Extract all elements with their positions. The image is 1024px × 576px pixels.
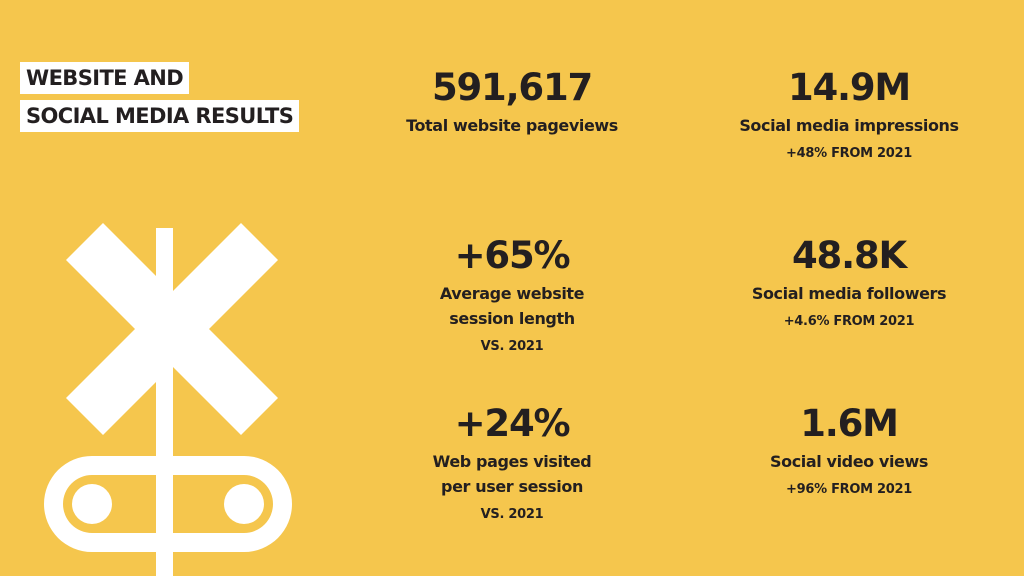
page-title-line-2: SOCIAL MEDIA RESULTS	[20, 100, 300, 132]
stat-label: Social media impressions	[699, 113, 999, 138]
signal-post	[156, 228, 173, 576]
stat-pages-per-session: +24% Web pages visited per user session …	[362, 402, 662, 524]
stat-value: +65%	[454, 234, 571, 277]
stat-label: Social video views	[699, 449, 999, 474]
stat-label-line: per user session	[441, 477, 583, 496]
stat-value: 14.9M	[787, 66, 911, 109]
stat-label-line: Web pages visited	[432, 452, 592, 471]
signal-light-left	[72, 484, 112, 524]
stat-label-line: Social media impressions	[739, 116, 959, 135]
stat-value: +24%	[454, 402, 571, 445]
stat-label-line: Social video views	[770, 452, 928, 471]
page-title-line-1: WEBSITE AND	[20, 62, 190, 94]
stat-value: 591,617	[431, 66, 593, 109]
stat-label: Total website pageviews	[362, 113, 662, 138]
stat-session-length: +65% Average website session length VS. …	[362, 234, 662, 356]
stat-social-impressions: 14.9M Social media impressions +48% FROM…	[699, 66, 999, 163]
stat-social-video-views: 1.6M Social video views +96% FROM 2021	[699, 402, 999, 499]
signal-light-housing	[44, 456, 292, 552]
stat-note: +48% FROM 2021	[786, 146, 912, 161]
stat-label-line: Average website	[439, 284, 585, 303]
stat-value: 48.8K	[792, 234, 907, 277]
stat-label: Web pages visited per user session	[362, 449, 662, 499]
stat-label-line: session length	[449, 309, 575, 328]
railroad-crossing-signal	[44, 223, 292, 576]
signal-light-right	[224, 484, 264, 524]
stat-note: VS. 2021	[480, 339, 544, 354]
stat-note: VS. 2021	[480, 507, 544, 522]
stat-label-line: Social media followers	[751, 284, 947, 303]
stat-label-line: Total website pageviews	[406, 116, 618, 135]
stat-website-pageviews: 591,617 Total website pageviews	[362, 66, 662, 138]
stat-label: Average website session length	[362, 281, 662, 331]
stat-label: Social media followers	[699, 281, 999, 306]
stat-value: 1.6M	[800, 402, 899, 445]
stat-social-followers: 48.8K Social media followers +4.6% FROM …	[699, 234, 999, 331]
stat-note: +4.6% FROM 2021	[783, 314, 915, 329]
stat-note: +96% FROM 2021	[786, 482, 912, 497]
page-title: WEBSITE AND SOCIAL MEDIA RESULTS	[20, 62, 300, 138]
railroad-crossing-icon	[44, 223, 292, 576]
